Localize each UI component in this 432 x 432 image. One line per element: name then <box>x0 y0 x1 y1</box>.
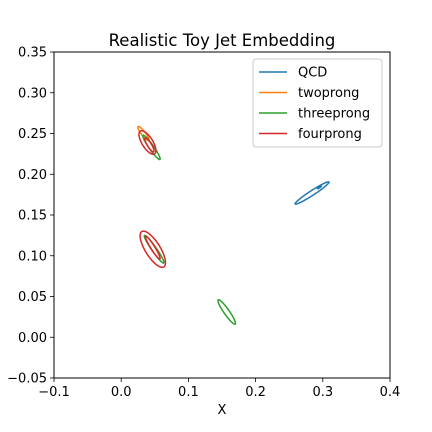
x-tick-label: 0.2 <box>245 385 266 400</box>
series-fourprong <box>138 129 167 269</box>
legend-label-QCD: QCD <box>298 66 327 81</box>
y-tick-label: 0.20 <box>18 168 47 183</box>
x-axis: −0.1 0.0 0.1 0.2 0.3 0.4 <box>38 378 400 400</box>
series-QCD <box>294 181 330 205</box>
x-tick-label: −0.1 <box>38 385 70 400</box>
x-tick-label: 0.4 <box>380 385 401 400</box>
y-tick-label: 0.05 <box>18 290 47 305</box>
legend-box <box>252 58 383 148</box>
legend-label-threeprong: threeprong <box>298 107 370 122</box>
chart-title: Realistic Toy Jet Embedding <box>109 31 336 50</box>
x-tick-label: 0.0 <box>111 385 132 400</box>
fourprong-contour-2 <box>144 137 155 153</box>
y-tick-label: 0.00 <box>18 331 47 346</box>
y-tick-label: 0.15 <box>18 209 47 224</box>
y-tick-label: 0.30 <box>18 86 47 101</box>
x-tick-label: 0.1 <box>178 385 199 400</box>
fourprong-contour-1 <box>138 129 157 155</box>
legend-label-twoprong: twoprong <box>298 86 359 101</box>
fourprong-contour-3 <box>139 230 167 269</box>
legend-label-fourprong: fourprong <box>298 127 362 142</box>
y-tick-label: −0.05 <box>7 372 47 387</box>
y-tick-label: 0.35 <box>18 46 47 61</box>
threeprong-contour-3 <box>217 299 237 325</box>
y-tick-label: 0.25 <box>18 127 47 142</box>
QCD-contour-2 <box>316 185 323 190</box>
legend: QCD twoprong threeprong fourprong <box>252 58 383 148</box>
series-threeprong <box>142 134 237 325</box>
y-axis: −0.05 0.00 0.05 0.10 0.15 0.20 0.25 0.30 0.35 <box>7 46 54 387</box>
y-tick-label: 0.10 <box>18 249 47 264</box>
QCD-contour-1 <box>294 181 330 205</box>
x-tick-label: 0.3 <box>312 385 333 400</box>
fourprong-contour-4 <box>144 235 161 260</box>
x-axis-label: X <box>218 403 227 418</box>
